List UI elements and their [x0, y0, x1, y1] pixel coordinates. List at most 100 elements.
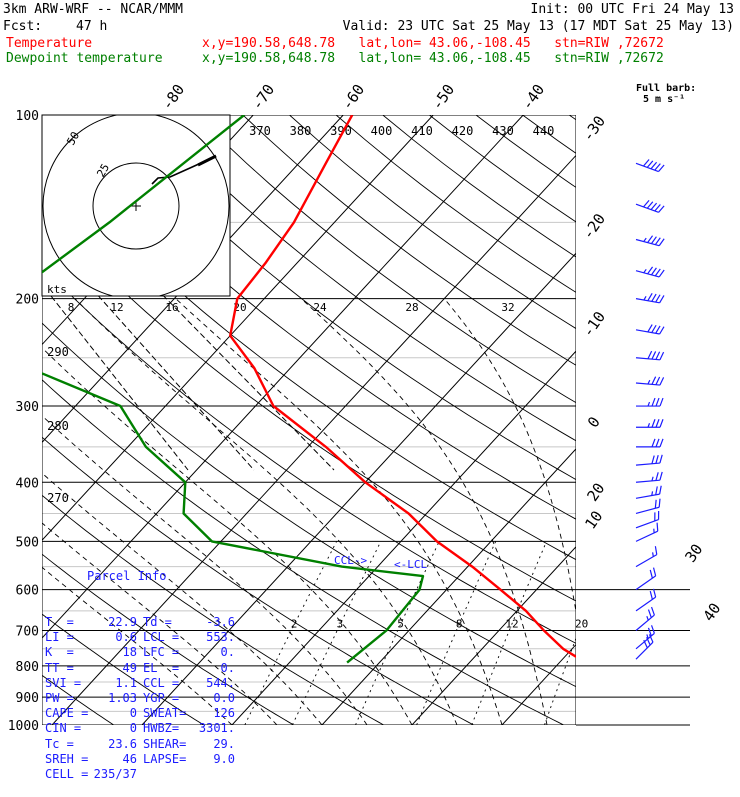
parcel-cell: SVI = [45, 676, 90, 691]
lcl-annotation: <-LCL [394, 558, 427, 571]
wind-barb-flag [656, 398, 659, 406]
wind-barb-flag [660, 439, 663, 447]
wind-barb-flag [660, 352, 664, 360]
parcel-cell: 49 [90, 661, 137, 676]
isotherm-label: -80 [158, 81, 188, 114]
wind-barb [635, 455, 663, 465]
parcel-cell: 0 [90, 721, 137, 736]
pressure-label-300: 300 [16, 400, 39, 415]
wind-barb [633, 523, 661, 542]
parcel-cell: 3301. [194, 721, 235, 736]
wind-barb-flag [652, 376, 656, 384]
dry-adiabat [663, 115, 740, 725]
wind-barb-flag [660, 377, 664, 385]
parcel-cell: 0.6 [90, 630, 137, 645]
parcel-cell: 235/37 [90, 767, 137, 782]
isotherm-label: -60 [338, 81, 368, 114]
wind-barb [631, 625, 657, 648]
parcel-cell: CELL = [45, 767, 90, 782]
wind-barb-flag [648, 351, 652, 359]
wind-barb-flag [660, 326, 664, 334]
wind-barb [636, 350, 664, 360]
parcel-cell: 1.03 [90, 691, 137, 706]
mixing-ratio-label: 3 [337, 618, 344, 631]
mixing-ratio-label: 8 [456, 618, 463, 631]
isotherm [682, 115, 740, 725]
wind-barb-flag [656, 325, 660, 333]
pressure-label-100: 100 [16, 109, 39, 124]
wind-barb-flag [655, 455, 659, 463]
pressure-label-900: 900 [16, 691, 39, 706]
wind-barb-flag [654, 486, 658, 494]
theta-label: 370 [249, 124, 271, 138]
wind-barb-flag [656, 439, 659, 447]
parcel-cell: LAPSE= [137, 752, 194, 767]
dry-adiabat [476, 115, 740, 725]
wind-barb-flag [652, 325, 656, 333]
parcel-cell: 0.0 [194, 691, 235, 706]
parcel-cell: HWBZ= [137, 721, 194, 736]
wind-barb [635, 472, 663, 482]
wind-barb [630, 634, 655, 659]
wind-barb [636, 263, 664, 278]
wind-barb [635, 486, 663, 499]
dry-adiabat [383, 115, 740, 725]
mixing-ratio-label: 2 [291, 618, 298, 631]
speed-label: 12 [110, 301, 123, 314]
moist-adiabat [576, 299, 637, 725]
temperature-profile [230, 115, 585, 663]
wind-barb-flag [653, 546, 660, 554]
wind-barb-flag [652, 351, 656, 359]
parcel-cell: Td = [137, 615, 194, 630]
wind-barb-flag [659, 472, 663, 480]
ccl-annotation: CCL-> [334, 554, 367, 567]
parcel-cell: SREH = [45, 752, 90, 767]
wind-barb-flag [656, 377, 660, 385]
parcel-cell: 126 [194, 706, 235, 721]
parcel-cell: 23.6 [90, 737, 137, 752]
dry-adiabat [290, 115, 740, 725]
isotherm-label: -30 [579, 112, 609, 145]
parcel-cell: CIN = [45, 721, 90, 736]
pressure-label-1000: 1000 [8, 719, 39, 734]
parcel-cell: SHEAR= [137, 737, 194, 752]
parcel-cell: 29. [194, 737, 235, 752]
wind-barb [634, 499, 662, 514]
wind-barb-flag [651, 456, 655, 464]
theta-left-label: 270 [47, 491, 69, 505]
isotherm-label: -70 [248, 81, 278, 114]
pressure-label-600: 600 [16, 584, 39, 599]
wind-barb-flag [648, 293, 652, 301]
speed-label: 8 [68, 301, 75, 314]
wind-barb-flag [658, 486, 662, 494]
wind-barb [632, 546, 659, 566]
pressure-label-400: 400 [16, 476, 39, 491]
speed-label: 28 [405, 301, 418, 314]
wind-barb-flag [652, 439, 655, 447]
speed-label: 24 [313, 301, 327, 314]
isotherm-label: -20 [579, 210, 609, 243]
pressure-label-700: 700 [16, 625, 39, 640]
theta-label: 440 [533, 124, 555, 138]
parcel-cell: YGP = [137, 691, 194, 706]
parcel-cell: TT = [45, 661, 90, 676]
parcel-cell: 544. [194, 676, 235, 691]
speed-label: 16 [165, 301, 178, 314]
speed-label: 32 [501, 301, 514, 314]
parcel-cell: CAPE = [45, 706, 90, 721]
parcel-cell: LCL = [137, 630, 194, 645]
isotherm-label: -40 [518, 81, 548, 114]
theta-left-label: 280 [47, 419, 69, 433]
dry-adiabat [243, 115, 740, 725]
wind-barb [636, 156, 664, 173]
isotherm-label: 10 [581, 507, 606, 532]
pressure-label-500: 500 [16, 535, 39, 550]
wind-barb [631, 607, 657, 630]
